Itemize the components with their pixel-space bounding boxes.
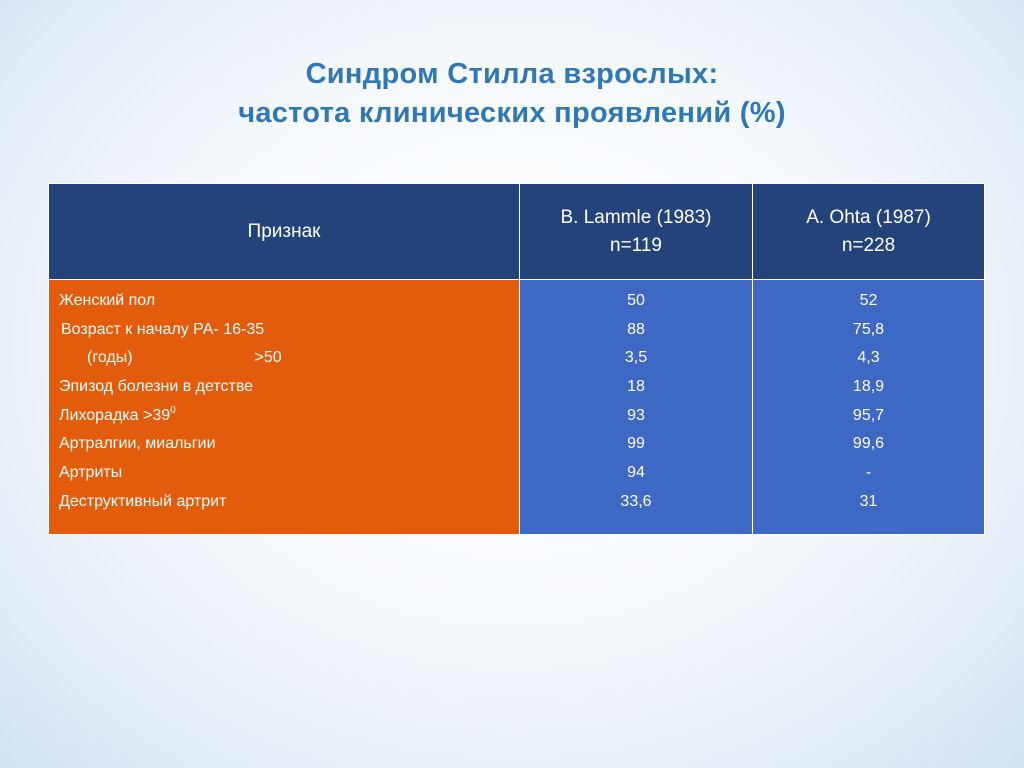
header-sign-label: Признак bbox=[247, 220, 321, 242]
sign-fever: Лихорадка >390 bbox=[49, 402, 519, 431]
lammle-value: 99 bbox=[627, 435, 645, 453]
header-sign: Признак bbox=[48, 183, 520, 280]
header-study-ohta-n: n=228 bbox=[841, 234, 896, 256]
title-line-1: Синдром Стилла взрослых: bbox=[305, 58, 719, 90]
ohta-value: 18,9 bbox=[852, 378, 885, 396]
sign-age-years: (годы) >50 bbox=[49, 344, 519, 373]
sign-age-onset: Возраст к началу РА- 16-35 bbox=[61, 320, 265, 338]
header-study-lammle-n: n=119 bbox=[610, 234, 662, 256]
sign-childhood-episode: Эпизод болезни в детстве bbox=[59, 378, 254, 396]
lammle-value: 93 bbox=[627, 406, 645, 424]
header-study-lammle: B. Lammle (1983) n=119 bbox=[519, 183, 753, 280]
lammle-value: 50 bbox=[627, 292, 645, 309]
slide-title: Синдром Стилла взрослых: частота клиниче… bbox=[0, 55, 1024, 133]
frequency-table: Признак B. Lammle (1983) n=119 A. Ohta (… bbox=[48, 183, 985, 535]
sign-age-over-50: >50 bbox=[254, 349, 282, 367]
ohta-value: 4,3 bbox=[857, 349, 880, 367]
ohta-value: 95,7 bbox=[852, 406, 885, 424]
ohta-value: 31 bbox=[859, 492, 878, 510]
sign-female: Женский пол bbox=[59, 292, 156, 309]
ohta-value: 75,8 bbox=[852, 320, 885, 338]
table-header-row: Признак B. Lammle (1983) n=119 A. Ohta (… bbox=[48, 183, 985, 280]
sign-column-cell: Женский пол Возраст к началу РА- 16-35 (… bbox=[48, 279, 520, 535]
lammle-value: 88 bbox=[627, 320, 645, 338]
ohta-value: - bbox=[865, 464, 872, 482]
title-line-2: частота клинических проявлений (%) bbox=[238, 97, 786, 129]
table-body-row: Женский пол Возраст к началу РА- 16-35 (… bbox=[48, 279, 985, 535]
ohta-value: 52 bbox=[859, 292, 878, 309]
sign-arthralgia: Артралгии, миальгии bbox=[59, 435, 216, 453]
header-study-ohta: A. Ohta (1987) n=228 bbox=[752, 183, 985, 280]
lammle-value: 94 bbox=[627, 464, 645, 482]
header-study-lammle-name: B. Lammle (1983) bbox=[560, 206, 712, 228]
ohta-value: 99,6 bbox=[852, 435, 885, 453]
lammle-value: 3,5 bbox=[624, 349, 648, 367]
sign-arthritis: Артриты bbox=[59, 464, 123, 482]
sign-destructive-arthritis: Деструктивный артрит bbox=[59, 492, 227, 510]
lammle-value: 33,6 bbox=[620, 492, 652, 510]
lammle-values-cell: 50 88 3,5 18 93 99 94 33,6 bbox=[519, 279, 753, 535]
header-study-ohta-name: A. Ohta (1987) bbox=[806, 206, 931, 228]
ohta-values-cell: 52 75,8 4,3 18,9 95,7 99,6 - 31 bbox=[752, 279, 985, 535]
sign-fever-label: Лихорадка >39 bbox=[59, 406, 171, 424]
sign-age-years-label: (годы) bbox=[87, 349, 133, 367]
sign-fever-degree: 0 bbox=[170, 404, 176, 416]
lammle-value: 18 bbox=[627, 378, 645, 396]
